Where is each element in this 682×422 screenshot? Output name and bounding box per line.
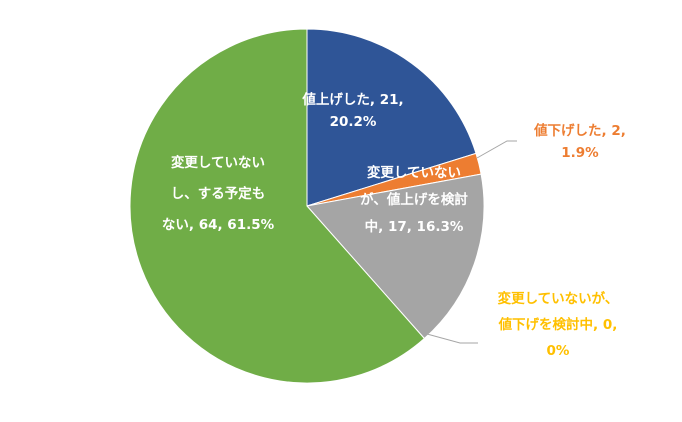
data-label-considering-down: 変更していないが、値下げを検討中, 0, 0% <box>498 290 619 359</box>
data-label-line: が、値上げを検討 <box>360 191 468 208</box>
data-label-line: 変更していない <box>171 154 265 171</box>
data-label-price-down: 値下げした, 2, 1.9% <box>533 122 626 161</box>
data-label-line: 1.9% <box>561 145 599 161</box>
data-label-line: 中, 17, 16.3% <box>365 218 464 235</box>
leader-line-price-down <box>476 140 517 159</box>
pie-slice-price-up <box>306 28 477 207</box>
pie-slice-no-change <box>129 28 426 384</box>
leader-lines <box>426 140 517 344</box>
data-label-line: ない, 64, 61.5% <box>162 217 275 233</box>
data-label-line: 値上げした, 21, <box>301 91 403 108</box>
data-label-line: 値下げを検討中, 0, <box>498 316 618 333</box>
data-label-line: 変更していない <box>367 164 461 181</box>
data-label-line: 0% <box>547 343 570 359</box>
pie-slices <box>129 28 485 384</box>
leader-line-considering-down <box>426 333 478 344</box>
data-label-line: 変更していないが、 <box>498 290 619 307</box>
data-label-no-change: 変更していないし、する予定もない, 64, 61.5% <box>162 154 275 233</box>
data-label-line: 値下げした, 2, <box>533 122 626 139</box>
data-label-price-up: 値上げした, 21, 20.2% <box>301 91 403 130</box>
data-labels: 値上げした, 21, 20.2%値下げした, 2, 1.9%変更していないが、値上げ… <box>162 91 626 359</box>
pie-slice-considering-up <box>306 173 485 340</box>
data-label-line: し、する予定も <box>171 185 266 202</box>
data-label-line: 20.2% <box>330 114 377 130</box>
data-label-considering-up: 変更していないが、値上げを検討中, 17, 16.3% <box>360 164 468 235</box>
